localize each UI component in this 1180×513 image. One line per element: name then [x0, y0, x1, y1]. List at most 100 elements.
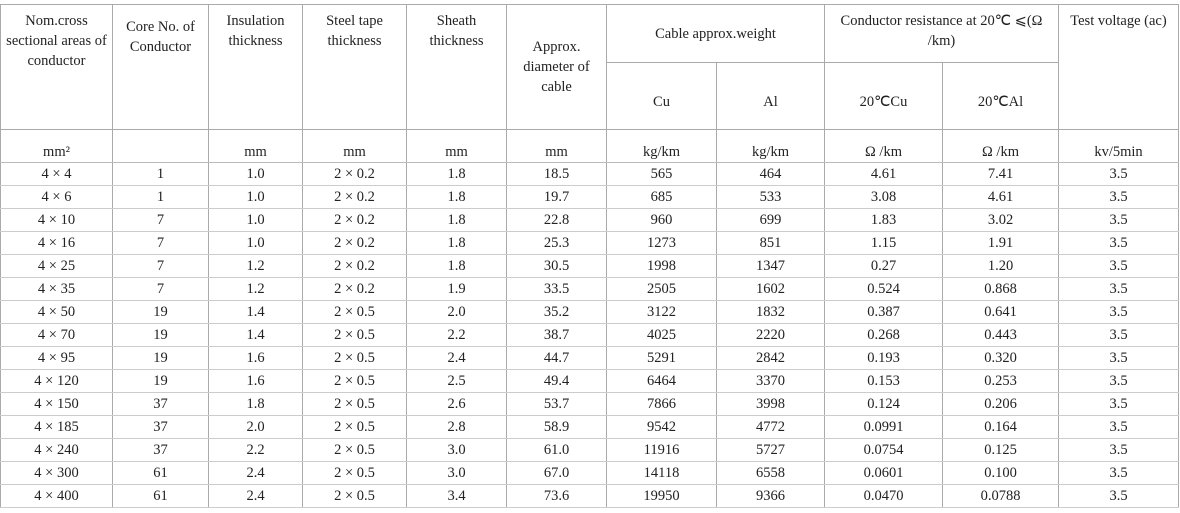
- header-cell: Insulation thickness: [208, 4, 303, 130]
- data-cell: 1.2: [208, 277, 303, 301]
- data-cell: 533: [716, 185, 825, 209]
- data-cell: 1.6: [208, 369, 303, 393]
- unit-cell: kg/km: [716, 129, 825, 163]
- data-cell: 0.268: [824, 323, 943, 347]
- data-row: 4 × 95 19 1.6 2 × 0.5 2.4 44.7 5291 2842 0.193 0.…: [0, 346, 1179, 370]
- data-cell: 35.2: [506, 300, 607, 324]
- data-cell: 4 × 150: [0, 392, 113, 416]
- data-row: 4 × 300 61 2.4 2 × 0.5 3.0 67.0 14118 6558 0.060…: [0, 461, 1179, 485]
- data-cell: 685: [606, 185, 717, 209]
- data-cell: 1.91: [942, 231, 1059, 255]
- data-cell: 1.0: [208, 231, 303, 255]
- data-cell: 7866: [606, 392, 717, 416]
- data-cell: 2842: [716, 346, 825, 370]
- data-cell: 3.5: [1058, 461, 1179, 485]
- header-cell: Approx. diameter of cable: [506, 4, 607, 130]
- data-cell: 6464: [606, 369, 717, 393]
- data-cell: 2 × 0.2: [302, 277, 407, 301]
- data-cell: 2 × 0.2: [302, 231, 407, 255]
- data-cell: 1.0: [208, 208, 303, 232]
- data-cell: 1.4: [208, 323, 303, 347]
- data-cell: 3.5: [1058, 231, 1179, 255]
- unit-cell: mm: [506, 129, 607, 163]
- data-cell: 53.7: [506, 392, 607, 416]
- data-cell: 4 × 50: [0, 300, 113, 324]
- data-row: 4 × 50 19 1.4 2 × 0.5 2.0 35.2 3122 1832 0.387 0.…: [0, 300, 1179, 324]
- data-cell: 7: [112, 254, 209, 278]
- data-cell: 19: [112, 323, 209, 347]
- units-row: mm² mm mm mm mm kg/km kg/km Ω /km Ω /km kv/5min: [0, 129, 1179, 163]
- data-cell: 2.2: [208, 438, 303, 462]
- data-cell: 2 × 0.5: [302, 484, 407, 508]
- data-cell: 37: [112, 438, 209, 462]
- data-cell: 0.443: [942, 323, 1059, 347]
- cable-table: Nom.cross sectional areas of conductor C…: [0, 4, 1179, 508]
- data-cell: 4 × 16: [0, 231, 113, 255]
- data-cell: 7: [112, 208, 209, 232]
- data-cell: 19: [112, 346, 209, 370]
- data-cell: 19: [112, 300, 209, 324]
- data-row: 4 × 400 61 2.4 2 × 0.5 3.4 73.6 19950 9366 0.047…: [0, 484, 1179, 508]
- data-cell: 2 × 0.2: [302, 162, 407, 186]
- unit-cell: kg/km: [606, 129, 717, 163]
- data-cell: 25.3: [506, 231, 607, 255]
- data-cell: 0.0991: [824, 415, 943, 439]
- data-cell: 1.15: [824, 231, 943, 255]
- data-cell: 1.9: [406, 277, 507, 301]
- data-row: 4 × 150 37 1.8 2 × 0.5 2.6 53.7 7866 3998 0.124 0…: [0, 392, 1179, 416]
- data-cell: 2220: [716, 323, 825, 347]
- data-cell: 30.5: [506, 254, 607, 278]
- data-cell: 5727: [716, 438, 825, 462]
- data-cell: 61.0: [506, 438, 607, 462]
- data-cell: 0.153: [824, 369, 943, 393]
- header-row: Nom.cross sectional areas of conductor C…: [0, 4, 1179, 130]
- data-cell: 1.6: [208, 346, 303, 370]
- data-cell: 2 × 0.2: [302, 185, 407, 209]
- data-cell: 4 × 10: [0, 208, 113, 232]
- data-cell: 3.5: [1058, 162, 1179, 186]
- data-cell: 0.100: [942, 461, 1059, 485]
- header-cell: Cable approx.weight: [606, 4, 825, 63]
- data-cell: 464: [716, 162, 825, 186]
- data-cell: 1.0: [208, 162, 303, 186]
- data-cell: 851: [716, 231, 825, 255]
- subheader-cell: Al: [716, 62, 825, 130]
- data-cell: 960: [606, 208, 717, 232]
- data-cell: 19: [112, 369, 209, 393]
- header-cell: Core No. of Conductor: [112, 4, 209, 130]
- data-cell: 4 × 95: [0, 346, 113, 370]
- data-cell: 4 × 240: [0, 438, 113, 462]
- data-cell: 2505: [606, 277, 717, 301]
- unit-cell: Ω /km: [942, 129, 1059, 163]
- data-cell: 9542: [606, 415, 717, 439]
- unit-cell: mm: [208, 129, 303, 163]
- data-cell: 3.5: [1058, 484, 1179, 508]
- data-cell: 9366: [716, 484, 825, 508]
- data-cell: 0.206: [942, 392, 1059, 416]
- data-cell: 4 × 70: [0, 323, 113, 347]
- data-cell: 61: [112, 484, 209, 508]
- data-cell: 2 × 0.5: [302, 461, 407, 485]
- data-cell: 3122: [606, 300, 717, 324]
- data-cell: 4 × 185: [0, 415, 113, 439]
- data-cell: 4 × 300: [0, 461, 113, 485]
- data-cell: 2 × 0.5: [302, 438, 407, 462]
- data-row: 4 × 4 1 1.0 2 × 0.2 1.8 18.5 565 464 4.61 7.41 3.5: [0, 162, 1179, 186]
- data-cell: 3.5: [1058, 415, 1179, 439]
- header-cell: Steel tape thickness: [302, 4, 407, 130]
- data-cell: 37: [112, 392, 209, 416]
- data-cell: 1.8: [208, 392, 303, 416]
- data-cell: 2.4: [208, 461, 303, 485]
- table-head: Nom.cross sectional areas of conductor C…: [0, 4, 1179, 130]
- subheader-cell: Cu: [606, 62, 717, 130]
- data-cell: 1.8: [406, 254, 507, 278]
- header-cell: Conductor resistance at 20℃ ⩽(Ω /km): [824, 4, 1059, 63]
- data-cell: 1: [112, 162, 209, 186]
- data-cell: 4 × 4: [0, 162, 113, 186]
- data-cell: 2.4: [208, 484, 303, 508]
- data-cell: 2.2: [406, 323, 507, 347]
- data-cell: 3.08: [824, 185, 943, 209]
- data-cell: 73.6: [506, 484, 607, 508]
- data-cell: 1832: [716, 300, 825, 324]
- data-cell: 22.8: [506, 208, 607, 232]
